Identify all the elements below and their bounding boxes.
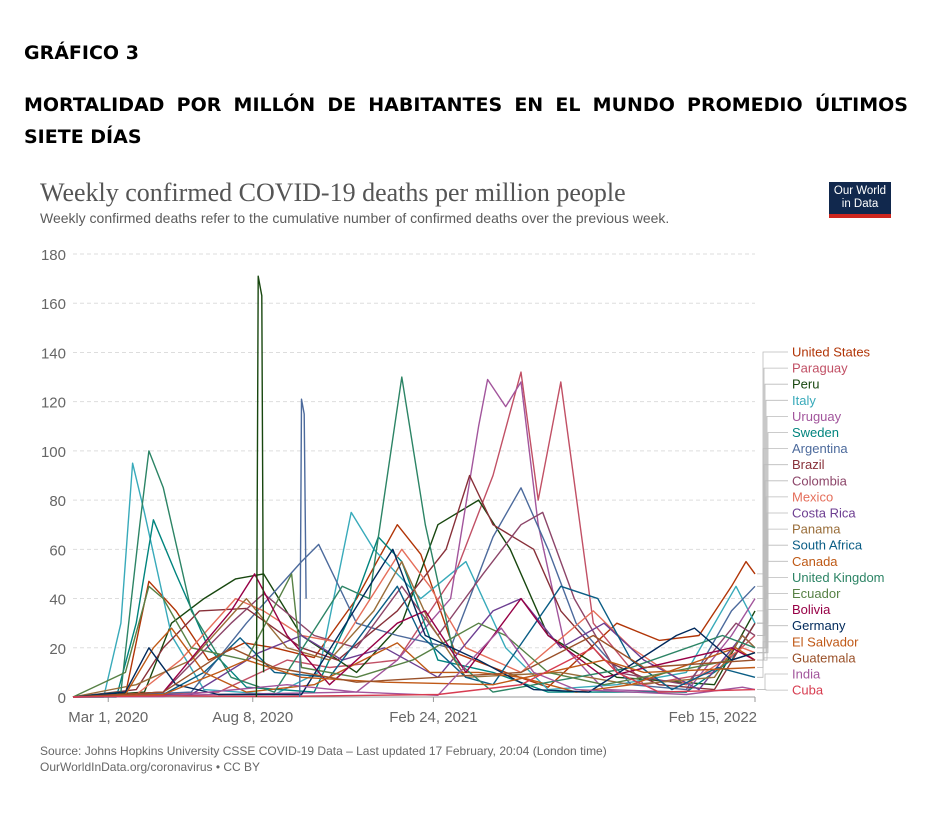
legend-label: Mexico <box>792 489 833 504</box>
legend-label: Germany <box>792 618 846 633</box>
legend-connector <box>757 351 788 575</box>
y-tick-label: 120 <box>41 395 66 412</box>
legend-connector <box>757 689 788 691</box>
series-line <box>72 573 756 698</box>
legend-connector <box>757 416 788 599</box>
legend-connector <box>757 399 788 624</box>
legend-connector <box>757 367 788 636</box>
legend-connector <box>757 673 788 690</box>
legend-label: Costa Rica <box>792 506 856 521</box>
legend-label: South Africa <box>792 538 863 553</box>
legend-label: Italy <box>792 393 816 408</box>
legend-label: Paraguay <box>792 361 848 376</box>
series-line <box>72 511 756 698</box>
x-tick-label: Mar 1, 2020 <box>68 709 148 726</box>
legend-label: Peru <box>792 377 819 392</box>
y-tick-label: 0 <box>58 690 66 707</box>
document-label: GRÁFICO 3 <box>24 42 139 64</box>
legend-label: Uruguay <box>792 409 842 424</box>
legend-connector <box>757 512 788 649</box>
line-chart: 0 20 40 60 80 100 120 140 160 180 Mar 1, 2020 Aug 8… <box>41 247 885 726</box>
legend-connector <box>757 625 788 654</box>
legend-label: Brazil <box>792 457 825 472</box>
series-line <box>72 573 756 698</box>
y-tick-label: 160 <box>41 296 66 313</box>
legend-connector <box>757 544 788 678</box>
legend-connector <box>757 577 788 649</box>
series-line <box>72 560 756 698</box>
legend-label: Bolivia <box>792 602 831 617</box>
logo-line-1: Our World <box>833 185 887 197</box>
series-line <box>72 627 756 698</box>
series-line <box>72 487 756 698</box>
series-line <box>72 634 756 698</box>
series-line <box>73 462 756 698</box>
series-line <box>72 524 756 698</box>
legend-connector <box>757 448 788 587</box>
document-title: MORTALIDAD POR MILLÓN DE HABITANTES EN E… <box>24 94 908 148</box>
chart-title: Weekly confirmed COVID-19 deaths per mil… <box>40 178 626 207</box>
y-tick-label: 140 <box>41 345 66 362</box>
logo-line-2: in Data <box>841 197 879 210</box>
source-note: Source: Johns Hopkins University CSSE CO… <box>40 743 607 775</box>
legend-label: Sweden <box>792 425 839 440</box>
legend-label: El Salvador <box>792 634 859 649</box>
legend-label: Ecuador <box>792 586 841 601</box>
legend-label: Cuba <box>792 683 824 698</box>
chart-subtitle: Weekly confirmed deaths refer to the cum… <box>40 210 670 226</box>
series-spike-line <box>255 275 265 698</box>
series-line <box>72 627 756 698</box>
legend-label: Panama <box>792 522 841 537</box>
legend-connector <box>757 657 788 661</box>
legend-label: Canada <box>792 554 838 569</box>
legend-label: United States <box>792 345 871 360</box>
y-tick-label: 20 <box>49 641 66 658</box>
owid-logo[interactable]: Our World in Data <box>829 182 891 218</box>
legend-connector <box>757 496 788 654</box>
series-line <box>72 474 756 698</box>
series-line <box>72 548 756 698</box>
legend-label: Guatemala <box>792 650 856 665</box>
y-tick-label: 80 <box>49 493 66 510</box>
x-tick-label: Feb 15, 2022 <box>669 709 757 726</box>
series-line <box>72 371 756 698</box>
y-tick-label: 60 <box>49 542 66 559</box>
series-line <box>72 376 756 698</box>
legend-connector <box>757 432 788 624</box>
y-tick-label: 40 <box>49 592 66 609</box>
legend-connector <box>757 383 788 612</box>
legend-connector <box>757 464 788 624</box>
legend-connector <box>757 528 788 649</box>
y-tick-label: 180 <box>41 247 66 264</box>
legend-label: Argentina <box>792 441 848 456</box>
legend-label: India <box>792 667 821 682</box>
legend-label: Colombia <box>792 473 848 488</box>
series-group <box>72 275 756 698</box>
legend-connector <box>757 641 788 668</box>
legend-label: United Kingdom <box>792 570 885 585</box>
y-tick-label: 100 <box>41 444 66 461</box>
series-line <box>72 499 756 698</box>
legend-connector <box>757 480 788 636</box>
series-spike-line <box>299 398 307 698</box>
x-tick-label: Aug 8, 2020 <box>212 709 293 726</box>
x-tick-label: Feb 24, 2021 <box>389 709 477 726</box>
source-line-1: Source: Johns Hopkins University CSSE CO… <box>40 744 607 758</box>
source-line-2: OurWorldInData.org/coronavirus • CC BY <box>40 760 261 774</box>
series-line <box>72 647 756 698</box>
